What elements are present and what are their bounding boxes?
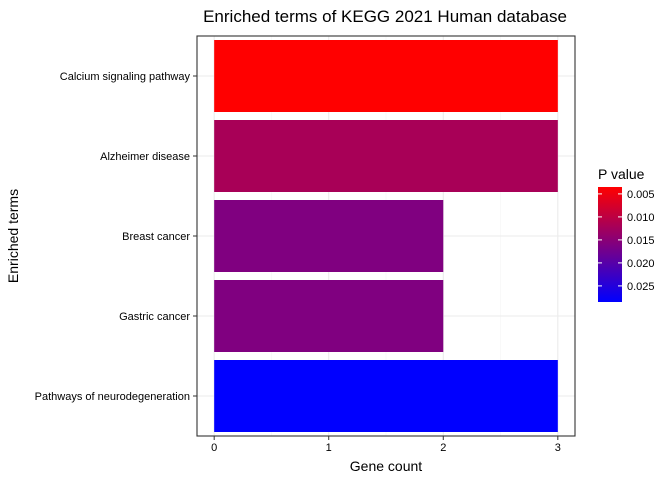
plot-panel bbox=[196, 35, 576, 437]
y-tick-label: Calcium signaling pathway bbox=[60, 71, 191, 83]
x-axis-title: Gene count bbox=[350, 458, 422, 474]
bar bbox=[214, 360, 558, 432]
legend-tick-label: 0.025 bbox=[627, 281, 655, 293]
x-tick-label: 3 bbox=[555, 442, 561, 454]
x-tick-label: 2 bbox=[440, 442, 446, 454]
legend-colorbar bbox=[598, 187, 622, 302]
bar bbox=[214, 120, 558, 192]
legend-tick-label: 0.005 bbox=[627, 189, 655, 201]
bar bbox=[214, 40, 558, 112]
y-tick-labels: Calcium signaling pathway Alzheimer disea… bbox=[35, 71, 197, 403]
bar bbox=[214, 280, 444, 352]
legend-tick-label: 0.020 bbox=[627, 258, 655, 270]
x-tick-label: 1 bbox=[326, 442, 332, 454]
x-tick-labels: 0 1 2 3 bbox=[211, 436, 561, 454]
y-tick-label: Alzheimer disease bbox=[100, 151, 190, 163]
legend-tick-label: 0.010 bbox=[627, 212, 655, 224]
legend-title: P value bbox=[598, 166, 645, 182]
legend-ticks: 0.005 0.010 0.015 0.020 0.025 bbox=[598, 189, 655, 293]
y-tick-label: Pathways of neurodegeneration bbox=[35, 391, 190, 403]
legend: P value 0.005 0.010 0.015 0.020 0.025 bbox=[598, 166, 655, 302]
x-tick-label: 0 bbox=[211, 442, 217, 454]
bar bbox=[214, 200, 444, 272]
y-axis-title: Enriched terms bbox=[5, 189, 21, 283]
legend-tick-label: 0.015 bbox=[627, 235, 655, 247]
chart-title: Enriched terms of KEGG 2021 Human databa… bbox=[203, 7, 567, 26]
y-tick-label: Gastric cancer bbox=[119, 311, 190, 323]
y-tick-label: Breast cancer bbox=[122, 231, 190, 243]
